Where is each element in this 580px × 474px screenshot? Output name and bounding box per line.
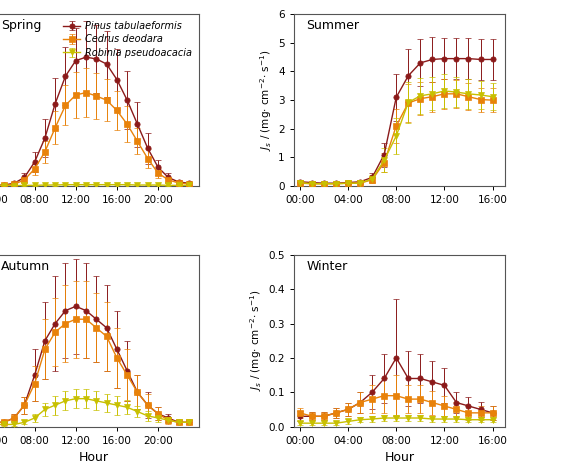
X-axis label: Hour: Hour <box>385 451 414 464</box>
Text: Autumn: Autumn <box>1 260 50 273</box>
Y-axis label: $J_s$ / (mg$\cdot$ cm$^{-2}$$\cdot$ s$^{-1}$): $J_s$ / (mg$\cdot$ cm$^{-2}$$\cdot$ s$^{… <box>258 49 274 151</box>
Y-axis label: $J_s$ / (mg$\cdot$ cm$^{-2}$$\cdot$ s$^{-1}$): $J_s$ / (mg$\cdot$ cm$^{-2}$$\cdot$ s$^{… <box>248 290 264 392</box>
Text: Summer: Summer <box>307 19 360 32</box>
Text: Spring: Spring <box>1 19 41 32</box>
X-axis label: Hour: Hour <box>79 451 108 464</box>
Legend: Pinus tabulaeformis, Cedrus deodara, Robinia pseudoacacia: Pinus tabulaeformis, Cedrus deodara, Rob… <box>61 19 194 60</box>
Text: Winter: Winter <box>307 260 348 273</box>
